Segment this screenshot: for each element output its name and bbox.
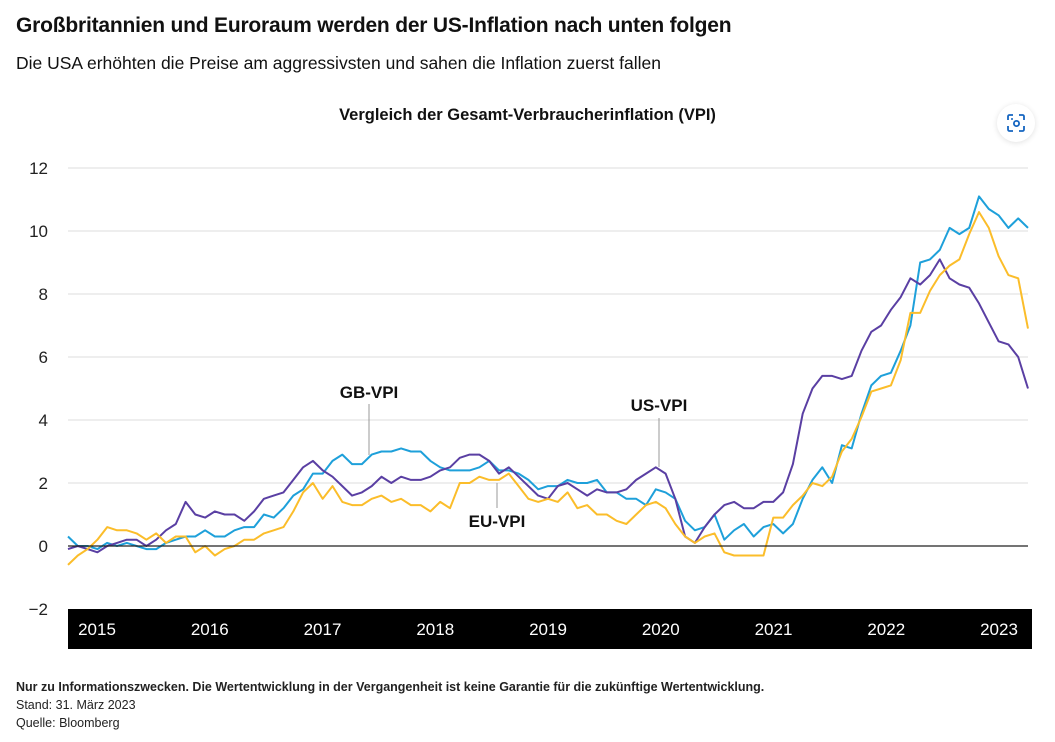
data-source: Quelle: Bloomberg (16, 716, 120, 730)
x-tick-label: 2017 (304, 620, 342, 639)
chart-title: Vergleich der Gesamt-Verbraucherinflatio… (339, 106, 716, 124)
series-line-gb-vpi (67, 195, 1029, 551)
series-line-eu-vpi (67, 211, 1029, 566)
x-tick-label: 2019 (529, 620, 567, 639)
y-tick-label: 2 (39, 474, 48, 493)
x-axis-band (68, 609, 1032, 649)
x-tick-label: 2018 (416, 620, 454, 639)
focus-scan-icon (1007, 114, 1025, 132)
y-tick-label: 4 (39, 411, 48, 430)
chart-subheadline: Die USA erhöhten die Preise am aggressiv… (16, 53, 661, 73)
chart-headline: Großbritannien und Euroraum werden der U… (16, 14, 732, 37)
x-tick-label: 2022 (867, 620, 905, 639)
series-annotation: US-VPI (631, 396, 688, 415)
x-tick-label: 2015 (78, 620, 116, 639)
x-tick-label: 2020 (642, 620, 680, 639)
x-tick-label: 2023 (980, 620, 1018, 639)
y-tick-label: 12 (29, 159, 48, 178)
y-tick-label: 10 (29, 222, 48, 241)
x-tick-label: 2016 (191, 620, 229, 639)
series-line-us-vpi (67, 258, 1029, 554)
x-tick-label: 2021 (755, 620, 793, 639)
data-date: Stand: 31. März 2023 (16, 698, 136, 712)
y-tick-label: 8 (39, 285, 48, 304)
series-annotation: EU-VPI (469, 512, 526, 531)
y-tick-label: 0 (39, 537, 48, 556)
y-tick-label: −2 (29, 600, 48, 619)
expand-chart-button[interactable] (997, 104, 1035, 142)
y-tick-label: 6 (39, 348, 48, 367)
disclaimer: Nur zu Informationszwecken. Die Wertentw… (16, 680, 765, 694)
series-annotation: GB-VPI (340, 383, 399, 402)
